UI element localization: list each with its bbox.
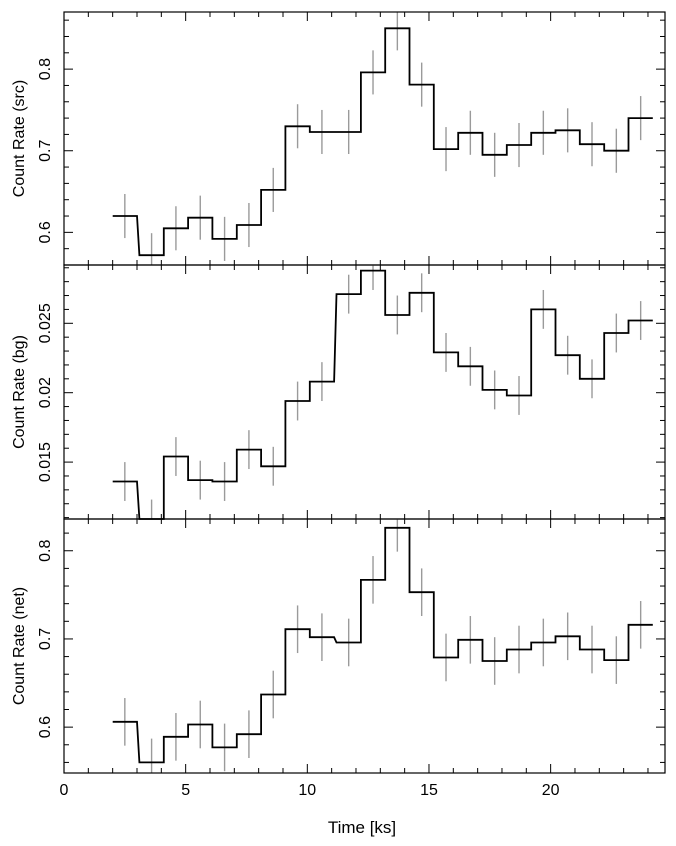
x-axis-label: Time [ks] — [328, 818, 396, 837]
y-tick-label-bg: 0.02 — [37, 377, 54, 408]
y-axis-label-bg: Count Rate (bg) — [11, 335, 28, 449]
step-line-bg — [112, 269, 653, 520]
panel-src: 0.6 0.7 0.8 Count Rate (src) — [11, 11, 666, 266]
y-tick-label-bg: 0.025 — [37, 303, 54, 343]
y-axis-label-src: Count Rate (src) — [11, 80, 28, 197]
step-line-src — [112, 27, 653, 257]
y-tick-label-bg: 0.015 — [37, 442, 54, 482]
axes-frame-net — [63, 518, 666, 774]
x-tick-label: 20 — [542, 782, 560, 799]
y-tick-label-net: 0.6 — [37, 716, 54, 738]
x-tick-label: 10 — [298, 782, 316, 799]
panel-bg: 0.015 0.02 0.025 Count Rate (bg) — [11, 264, 666, 520]
x-tick-label: 15 — [420, 782, 438, 799]
y-axis-label-net: Count Rate (net) — [11, 587, 28, 705]
x-tick-label: 5 — [181, 782, 190, 799]
panel-net: 0.6 0.7 0.8 Count Rate (net) 0 5 10 15 20 — [11, 518, 666, 799]
y-tick-label-src: 0.8 — [37, 58, 54, 80]
x-tick-label: 0 — [60, 782, 69, 799]
y-tick-label-net: 0.8 — [37, 540, 54, 562]
axes-frame-src — [63, 11, 666, 266]
y-tick-label-net: 0.7 — [37, 628, 54, 650]
panels: 0.6 0.7 0.8 Count Rate (src) 0.015 0.02 0.025 C… — [11, 11, 666, 799]
axes-frame-bg — [63, 264, 666, 520]
y-tick-label-src: 0.7 — [37, 140, 54, 162]
y-tick-label-src: 0.6 — [37, 221, 54, 243]
step-line-net — [112, 526, 653, 764]
